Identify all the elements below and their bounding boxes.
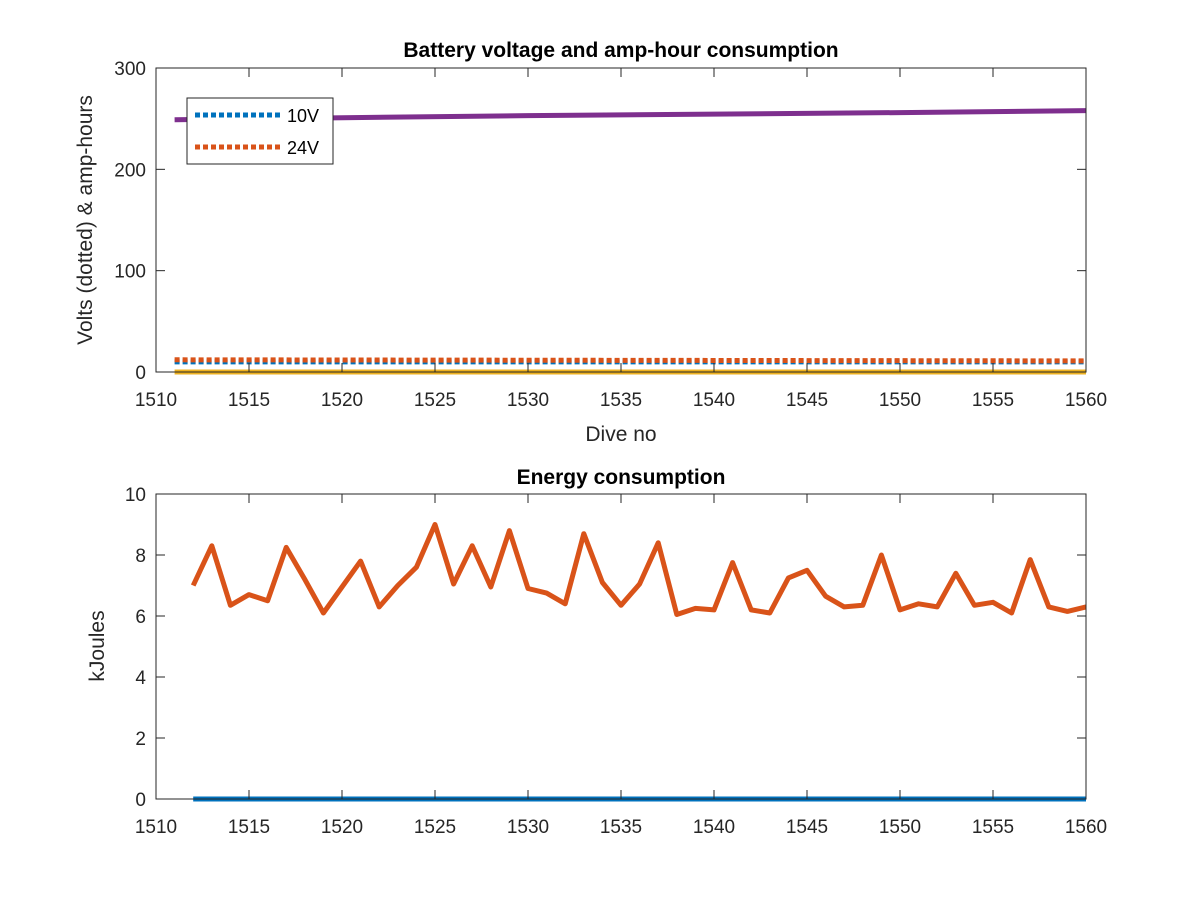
y-tick-label: 2 [135, 729, 146, 750]
y-tick-label: 200 [114, 160, 146, 181]
series-line-2 [190, 522, 1087, 617]
y-axis-label: kJoules [86, 610, 109, 681]
x-tick-label: 1530 [507, 817, 549, 838]
plot-area [156, 494, 1086, 799]
x-tick-label: 1510 [135, 390, 177, 411]
x-tick-label: 1540 [693, 817, 735, 838]
x-tick-label: 1515 [228, 390, 270, 411]
x-tick-label: 1545 [786, 390, 828, 411]
legend: 10V 24V [186, 97, 334, 165]
x-tick-label: 1555 [972, 817, 1014, 838]
x-tick-label: 1560 [1065, 817, 1107, 838]
x-tick-label: 1515 [228, 817, 270, 838]
x-tick-label: 1520 [321, 817, 363, 838]
y-tick-label: 10 [125, 485, 146, 506]
y-tick-label: 300 [114, 59, 146, 80]
y-tick-label: 4 [135, 668, 146, 689]
y-tick-label: 0 [135, 790, 146, 811]
x-tick-label: 1550 [879, 390, 921, 411]
y-tick-label: 6 [135, 607, 146, 628]
x-tick-label: 1510 [135, 817, 177, 838]
x-tick-label: 1540 [693, 390, 735, 411]
chart-title: Battery voltage and amp-hour consumption [403, 39, 838, 62]
legend-box [186, 97, 334, 165]
x-tick-label: 1560 [1065, 390, 1107, 411]
x-tick-label: 1555 [972, 390, 1014, 411]
y-axis-label: Volts (dotted) & amp-hours [74, 95, 97, 345]
legend-label: 24V [287, 138, 319, 158]
legend-label: 10V [287, 106, 319, 126]
chart-title: Energy consumption [517, 466, 726, 489]
y-tick-label: 0 [135, 363, 146, 384]
x-tick-label: 1530 [507, 390, 549, 411]
x-axis-label: Dive no [585, 423, 656, 446]
voltage-panel: Battery voltage and amp-hour consumption… [74, 39, 1107, 446]
x-tick-label: 1525 [414, 817, 456, 838]
y-tick-label: 100 [114, 262, 146, 283]
x-tick-label: 1520 [321, 390, 363, 411]
x-tick-label: 1535 [600, 817, 642, 838]
x-tick-label: 1535 [600, 390, 642, 411]
x-tick-label: 1550 [879, 817, 921, 838]
energy-panel: Energy consumption kJoules 1510 1515 1520 1… [86, 466, 1107, 838]
x-tick-label: 1525 [414, 390, 456, 411]
x-tick-label: 1545 [786, 817, 828, 838]
y-tick-label: 8 [135, 546, 146, 567]
